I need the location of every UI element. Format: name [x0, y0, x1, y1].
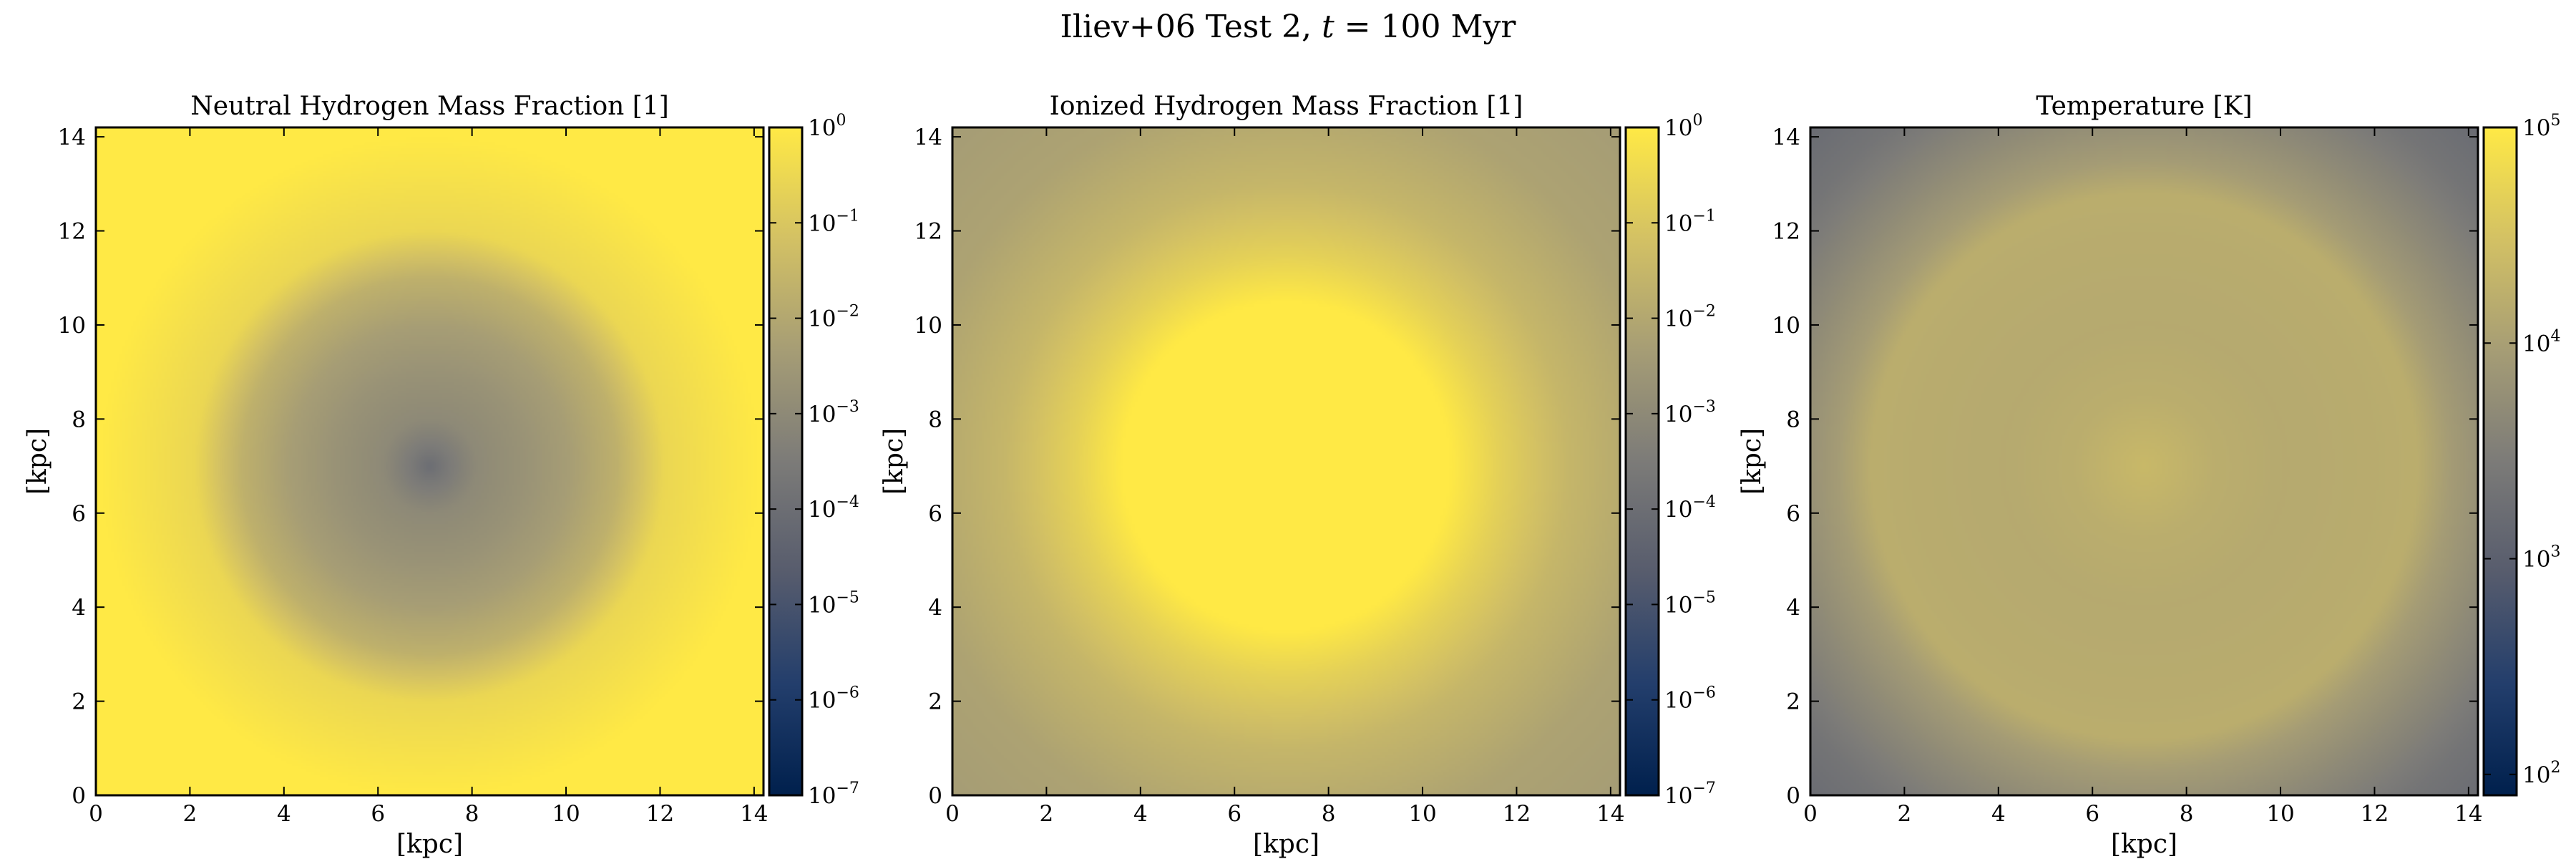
x-axis-label: [kpc]	[2111, 830, 2177, 859]
colorbar-tick-label: 10−2	[1664, 303, 1716, 332]
panel-title: Ionized Hydrogen Mass Fraction [1]	[1050, 92, 1523, 121]
colorbar-tick-label: 10−6	[808, 684, 859, 714]
y-axis-label: [kpc]	[23, 428, 52, 495]
y-tick-label: 0	[1786, 783, 1800, 809]
x-tick-label: 12	[646, 801, 674, 827]
y-tick-label: 8	[72, 407, 86, 432]
x-tick-label: 0	[945, 801, 960, 827]
y-tick-label: 2	[1786, 689, 1800, 715]
y-tick-label: 8	[1786, 407, 1800, 432]
colorbar-tick-label: 10−3	[808, 398, 859, 427]
colorbar-tick-label: 103	[2522, 543, 2560, 573]
colorbar-tick-label: 100	[808, 112, 846, 141]
y-tick-label: 0	[928, 783, 942, 809]
x-tick-label: 10	[2266, 801, 2294, 827]
y-tick-label: 12	[1772, 219, 1800, 245]
y-tick-label: 14	[58, 125, 86, 150]
colorbar-tick-label: 10−1	[808, 207, 859, 236]
x-tick-label: 14	[2454, 801, 2482, 827]
y-tick-label: 6	[72, 501, 86, 527]
colorbar-tick-label: 10−7	[1664, 780, 1716, 809]
x-tick-label: 12	[1503, 801, 1531, 827]
colorbar-tick-label: 10−5	[1664, 588, 1716, 618]
y-axis-label: [kpc]	[879, 428, 909, 495]
panel-2: Ionized Hydrogen Mass Fraction [1] 0 2 4 6 8 1…	[879, 92, 1716, 859]
y-tick-label: 14	[1772, 125, 1800, 150]
panel-title: Neutral Hydrogen Mass Fraction [1]	[190, 92, 669, 121]
x-tick-label: 10	[552, 801, 580, 827]
x-tick-label: 6	[371, 801, 385, 827]
colorbar-tick-label: 10−7	[808, 780, 859, 809]
figure-suptitle: Iliev+06 Test 2, t = 100 Myr	[1060, 9, 1517, 45]
heatmap-image	[1810, 127, 2478, 795]
plot-frame	[94, 126, 765, 797]
colorbar	[768, 126, 804, 797]
y-tick-label: 14	[914, 125, 942, 150]
x-tick-label: 8	[465, 801, 479, 827]
colorbar-tick-label: 10−4	[808, 493, 859, 523]
y-tick-label: 10	[58, 313, 86, 339]
x-tick-label: 14	[740, 801, 768, 827]
colorbar-tick-label: 10−3	[1664, 398, 1716, 427]
x-tick-label: 12	[2361, 801, 2389, 827]
colorbar-tick-label: 105	[2522, 112, 2560, 141]
x-tick-label: 6	[2085, 801, 2099, 827]
colorbar-tick-label: 10−5	[808, 588, 859, 618]
y-tick-label: 12	[914, 219, 942, 245]
colorbar	[2482, 126, 2518, 797]
x-tick-label: 0	[89, 801, 103, 827]
colorbar-tick-label: 100	[1664, 112, 1702, 141]
y-tick-label: 4	[928, 595, 942, 621]
y-tick-label: 4	[72, 595, 86, 621]
x-axis-label: [kpc]	[396, 830, 463, 859]
plot-frame	[1809, 126, 2479, 797]
heatmap-image	[952, 127, 1620, 795]
heatmap-image	[96, 127, 763, 795]
y-tick-label: 8	[928, 407, 942, 432]
x-tick-label: 2	[183, 801, 197, 827]
colorbar-tick-label: 102	[2522, 759, 2560, 788]
colorbar-tick-label: 10−6	[1664, 684, 1716, 714]
y-tick-label: 12	[58, 219, 86, 245]
x-tick-label: 4	[1133, 801, 1148, 827]
x-tick-label: 8	[2180, 801, 2194, 827]
y-tick-label: 6	[1786, 501, 1800, 527]
colorbar-tick-label: 104	[2522, 327, 2560, 356]
x-tick-label: 2	[1898, 801, 1912, 827]
colorbar	[1624, 126, 1660, 797]
y-tick-label: 10	[914, 313, 942, 339]
x-tick-label: 2	[1040, 801, 1054, 827]
y-tick-label: 0	[72, 783, 86, 809]
x-tick-label: 4	[1991, 801, 2006, 827]
x-tick-label: 14	[1596, 801, 1624, 827]
panels: Neutral Hydrogen Mass Fraction [1] 0 2 4 6 8 1…	[23, 92, 2560, 859]
x-tick-label: 10	[1408, 801, 1436, 827]
y-tick-label: 4	[1786, 595, 1800, 621]
colorbar-tick-label: 10−4	[1664, 493, 1716, 523]
x-tick-label: 4	[277, 801, 291, 827]
panel-1: Neutral Hydrogen Mass Fraction [1] 0 2 4 6 8 1…	[23, 92, 859, 859]
y-tick-label: 2	[72, 689, 86, 715]
x-axis-label: [kpc]	[1253, 830, 1319, 859]
plot-frame	[951, 126, 1621, 797]
x-tick-label: 0	[1803, 801, 1818, 827]
panel-title: Temperature [K]	[2036, 92, 2252, 121]
x-tick-label: 6	[1227, 801, 1241, 827]
y-axis-label: [kpc]	[1737, 428, 1767, 495]
y-tick-label: 10	[1772, 313, 1800, 339]
y-tick-label: 2	[928, 689, 942, 715]
x-tick-label: 8	[1322, 801, 1336, 827]
colorbar-tick-label: 10−2	[808, 303, 859, 332]
colorbar-tick-label: 10−1	[1664, 207, 1716, 236]
panel-3: Temperature [K] 0 2 4 6 8 10 12 14 0 2 4 6 8 10 12 14 [kp…	[1737, 92, 2560, 859]
y-tick-label: 6	[928, 501, 942, 527]
